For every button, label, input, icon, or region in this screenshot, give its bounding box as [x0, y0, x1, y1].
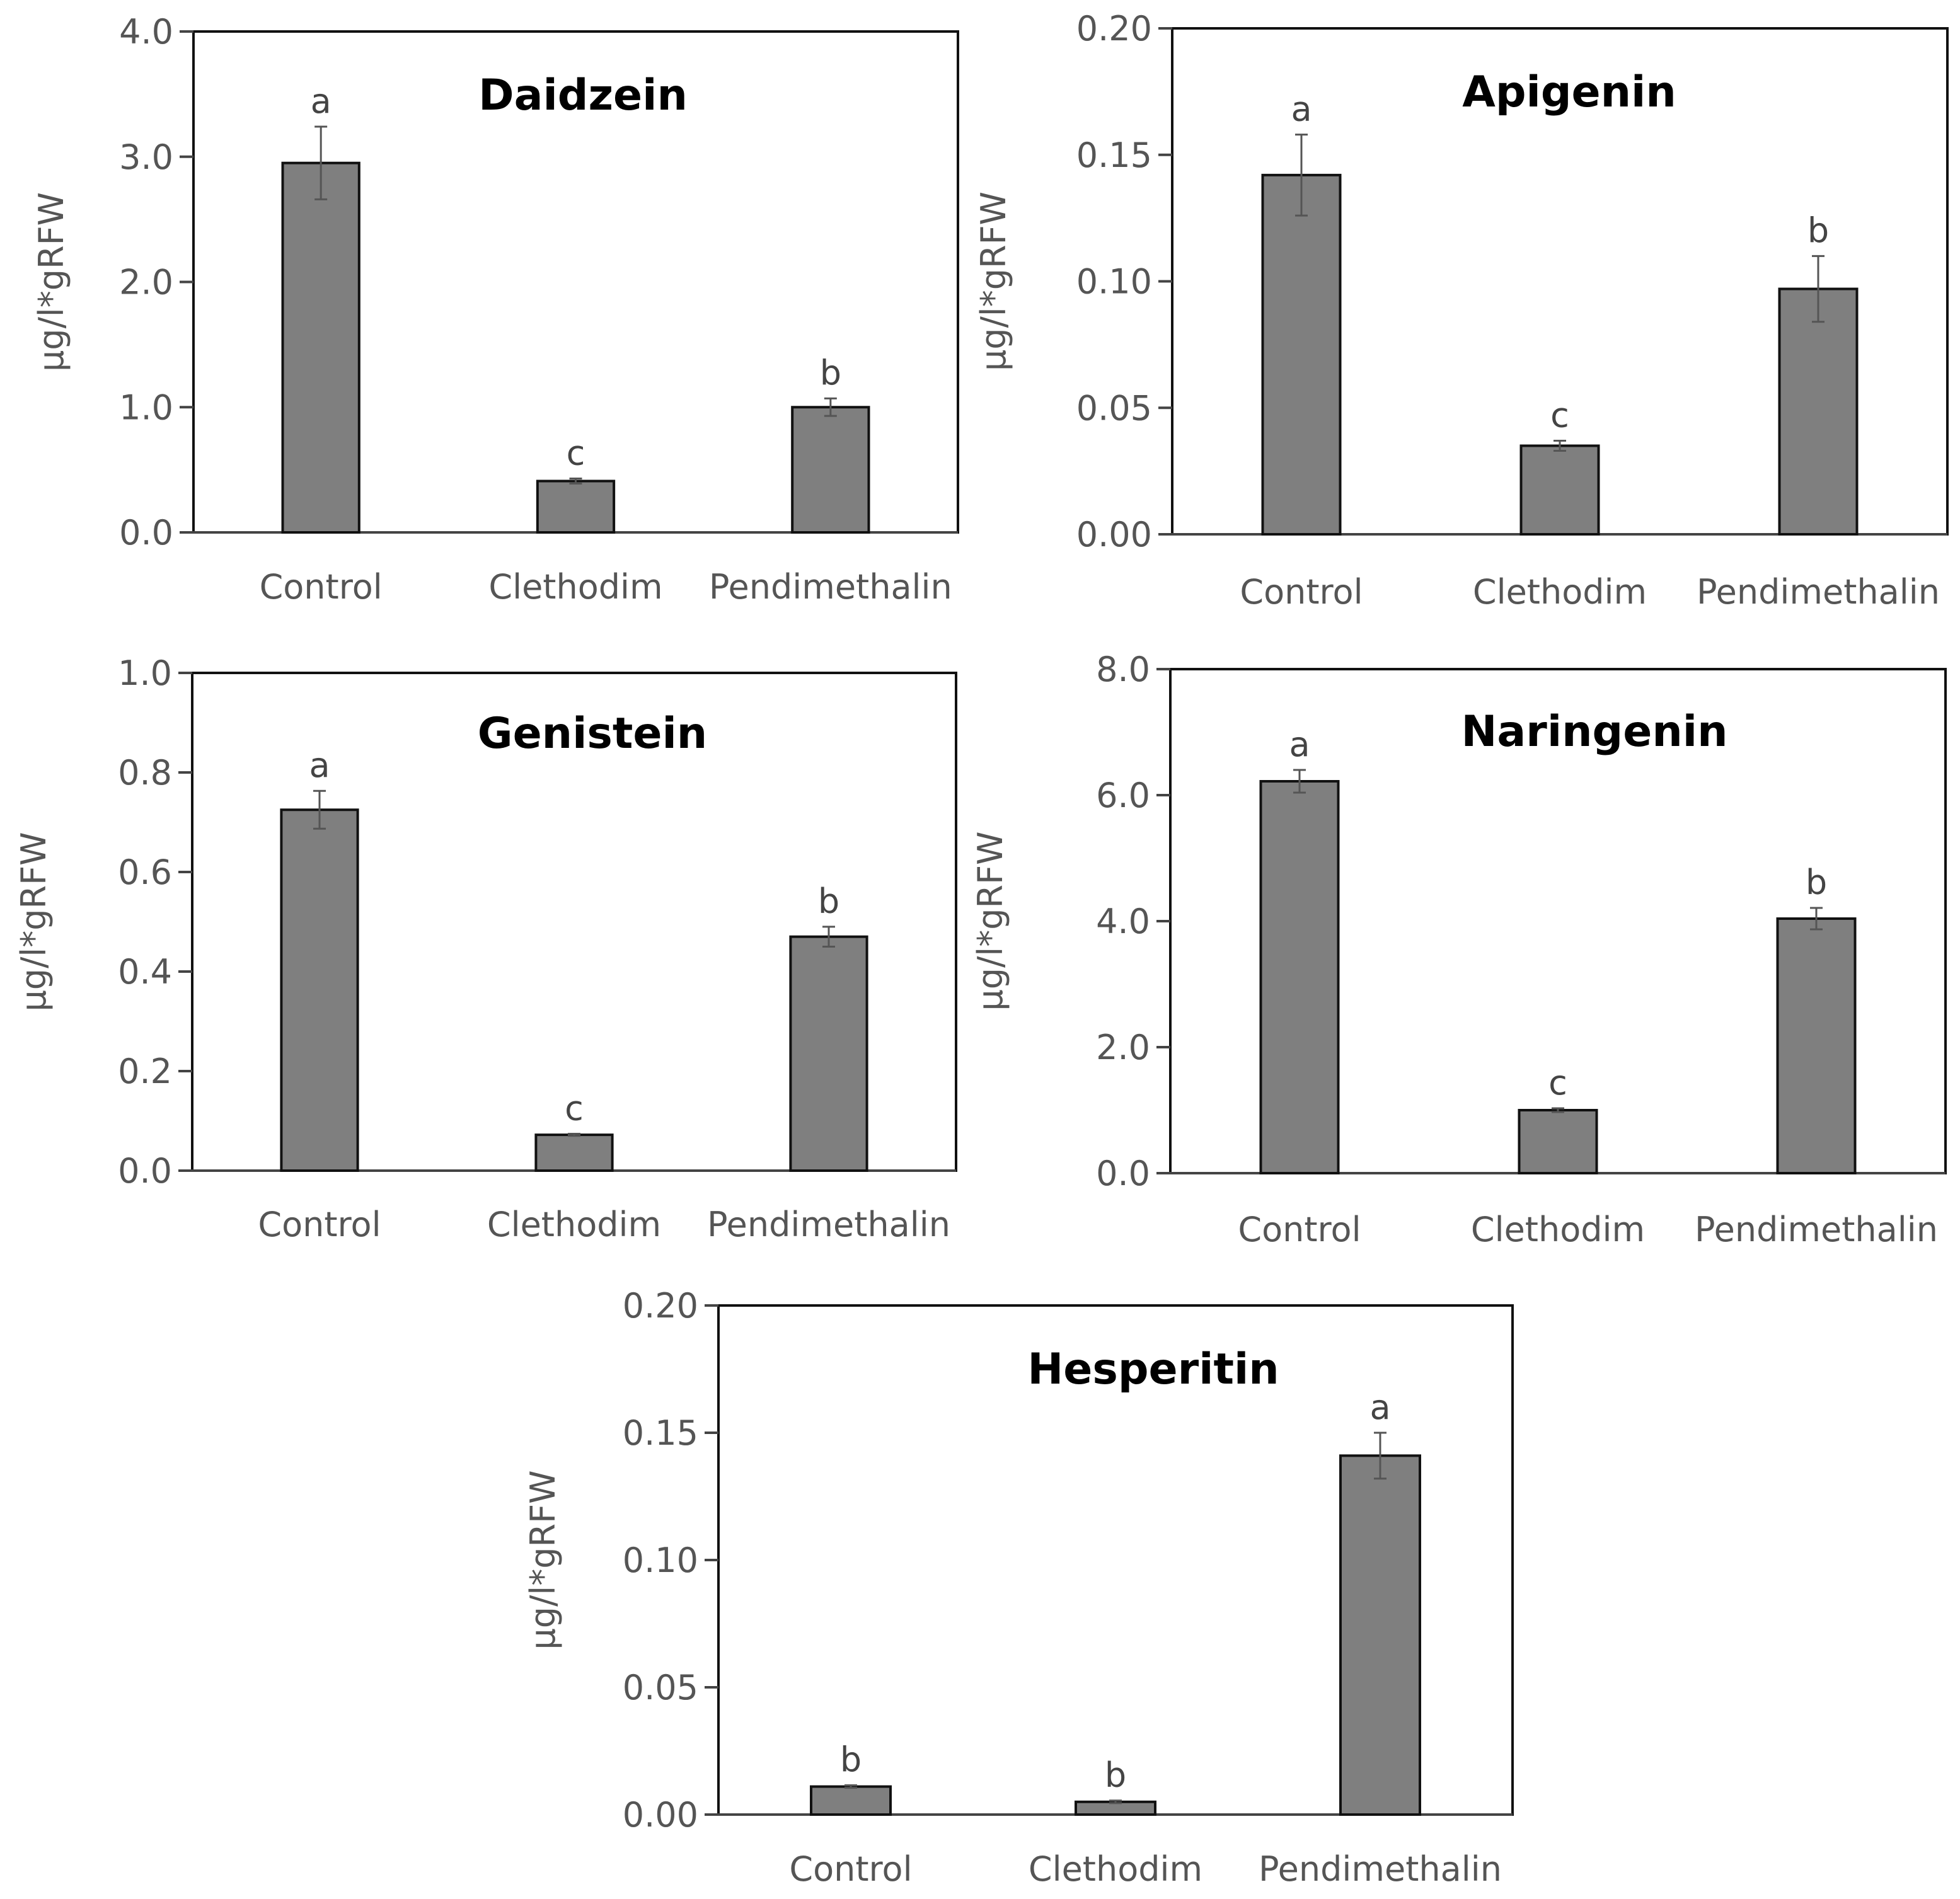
y-tick-label: 0.15	[1076, 135, 1152, 175]
significance-letter: c	[1550, 395, 1569, 435]
y-tick-label: 0.0	[1096, 1154, 1150, 1193]
bar-control	[1259, 780, 1340, 1174]
y-axis-label: µg/l*gRFW	[974, 192, 1013, 371]
bar-control	[810, 1785, 892, 1816]
significance-letter: a	[311, 81, 331, 121]
y-tick-label: 0.10	[1076, 262, 1152, 302]
y-tick-label: 4.0	[119, 12, 173, 52]
bar-pendimethalin	[789, 935, 868, 1172]
category-label: Pendimethalin	[707, 1205, 950, 1244]
significance-letter: a	[309, 745, 330, 785]
bar-control	[280, 808, 359, 1172]
category-label: Clethodim	[1029, 1849, 1202, 1889]
chart-title: Naringenin	[1461, 707, 1728, 757]
y-tick-label: 0.20	[623, 1286, 698, 1326]
bar-clethodim	[536, 479, 616, 534]
chart-panel-genistein: 0.0 0.2 0.4 0.6 0.8 1.0 µg/l*gRFW Genistein a Con…	[14, 653, 957, 1244]
category-label: Control	[789, 1849, 912, 1889]
y-tick-label: 2.0	[1096, 1028, 1150, 1067]
y-tick-label: 0.4	[118, 952, 172, 992]
chart-panel-daidzein: 0.0 1.0 2.0 3.0 4.0 µg/l*gRFW Daidzein a Control…	[32, 12, 959, 607]
category-label: Pendimethalin	[1695, 1210, 1938, 1249]
bar-control	[1261, 173, 1342, 536]
category-label: Clethodim	[1473, 572, 1647, 612]
chart-panel-naringenin: 0.0 2.0 4.0 6.0 8.0 µg/l*gRFW Naringenin a Contr…	[971, 650, 1947, 1249]
category-label: Control	[1240, 572, 1363, 612]
significance-letter: c	[567, 433, 585, 473]
chart-panel-apigenin: 0.00 0.05 0.10 0.15 0.20 µg/l*gRFW Apigenin a Co…	[974, 9, 1949, 612]
chart-title: Daidzein	[478, 71, 688, 120]
significance-letter: b	[1105, 1755, 1126, 1795]
chart-panel-hesperitin: 0.00 0.05 0.10 0.15 0.20 µg/l*gRFW Hesperitin b…	[523, 1286, 1514, 1889]
y-tick-label: 8.0	[1096, 650, 1150, 689]
y-axis-label: µg/l*gRFW	[14, 832, 54, 1011]
y-tick-label: 1.0	[118, 653, 172, 693]
bar-pendimethalin	[791, 406, 870, 534]
significance-letter: b	[1806, 863, 1827, 902]
chart-title: Genistein	[478, 709, 707, 759]
significance-letter: b	[840, 1740, 862, 1780]
bar-clethodim	[1519, 444, 1600, 536]
y-tick-label: 0.2	[118, 1052, 172, 1091]
significance-letter: c	[565, 1089, 584, 1128]
significance-letter: b	[820, 353, 841, 393]
category-label: Clethodim	[1471, 1210, 1645, 1249]
y-tick-label: 4.0	[1096, 902, 1150, 941]
significance-letter: c	[1548, 1063, 1567, 1103]
significance-letter: a	[1289, 725, 1310, 764]
category-label: Pendimethalin	[709, 567, 952, 607]
category-label: Control	[260, 567, 383, 607]
bar-control	[281, 161, 360, 534]
chart-title: Hesperitin	[1027, 1345, 1279, 1394]
y-tick-label: 0.8	[118, 753, 172, 793]
y-tick-label: 0.10	[623, 1540, 698, 1580]
category-label: Control	[258, 1205, 381, 1244]
y-axis-label: µg/l*gRFW	[32, 192, 71, 372]
y-tick-label: 1.0	[119, 387, 173, 427]
y-tick-label: 0.6	[118, 852, 172, 892]
significance-letter: b	[818, 881, 839, 921]
y-tick-label: 0.15	[623, 1413, 698, 1453]
y-tick-label: 0.05	[623, 1668, 698, 1707]
y-tick-label: 3.0	[119, 137, 173, 177]
y-tick-label: 6.0	[1096, 776, 1150, 815]
category-label: Control	[1238, 1210, 1361, 1249]
y-tick-label: 0.0	[118, 1151, 172, 1191]
bar-pendimethalin	[1776, 917, 1857, 1174]
bar-pendimethalin	[1339, 1454, 1421, 1816]
category-label: Clethodim	[488, 567, 662, 607]
bar-clethodim	[1518, 1109, 1598, 1174]
significance-letter: b	[1807, 210, 1829, 250]
y-tick-label: 0.20	[1076, 9, 1152, 49]
y-tick-label: 0.00	[1076, 515, 1152, 554]
significance-letter: a	[1369, 1387, 1390, 1427]
y-tick-label: 0.05	[1076, 388, 1152, 428]
y-tick-label: 0.00	[623, 1795, 698, 1835]
significance-letter: a	[1291, 89, 1311, 129]
category-label: Pendimethalin	[1259, 1849, 1502, 1889]
y-axis-label: µg/l*gRFW	[523, 1470, 563, 1649]
y-tick-label: 2.0	[119, 263, 173, 302]
bar-pendimethalin	[1778, 287, 1859, 536]
y-tick-label: 0.0	[119, 513, 173, 553]
bar-clethodim	[534, 1133, 614, 1172]
chart-title: Apigenin	[1462, 67, 1676, 117]
category-label: Pendimethalin	[1697, 572, 1940, 612]
y-axis-label: µg/l*gRFW	[971, 831, 1010, 1011]
category-label: Clethodim	[487, 1205, 661, 1244]
